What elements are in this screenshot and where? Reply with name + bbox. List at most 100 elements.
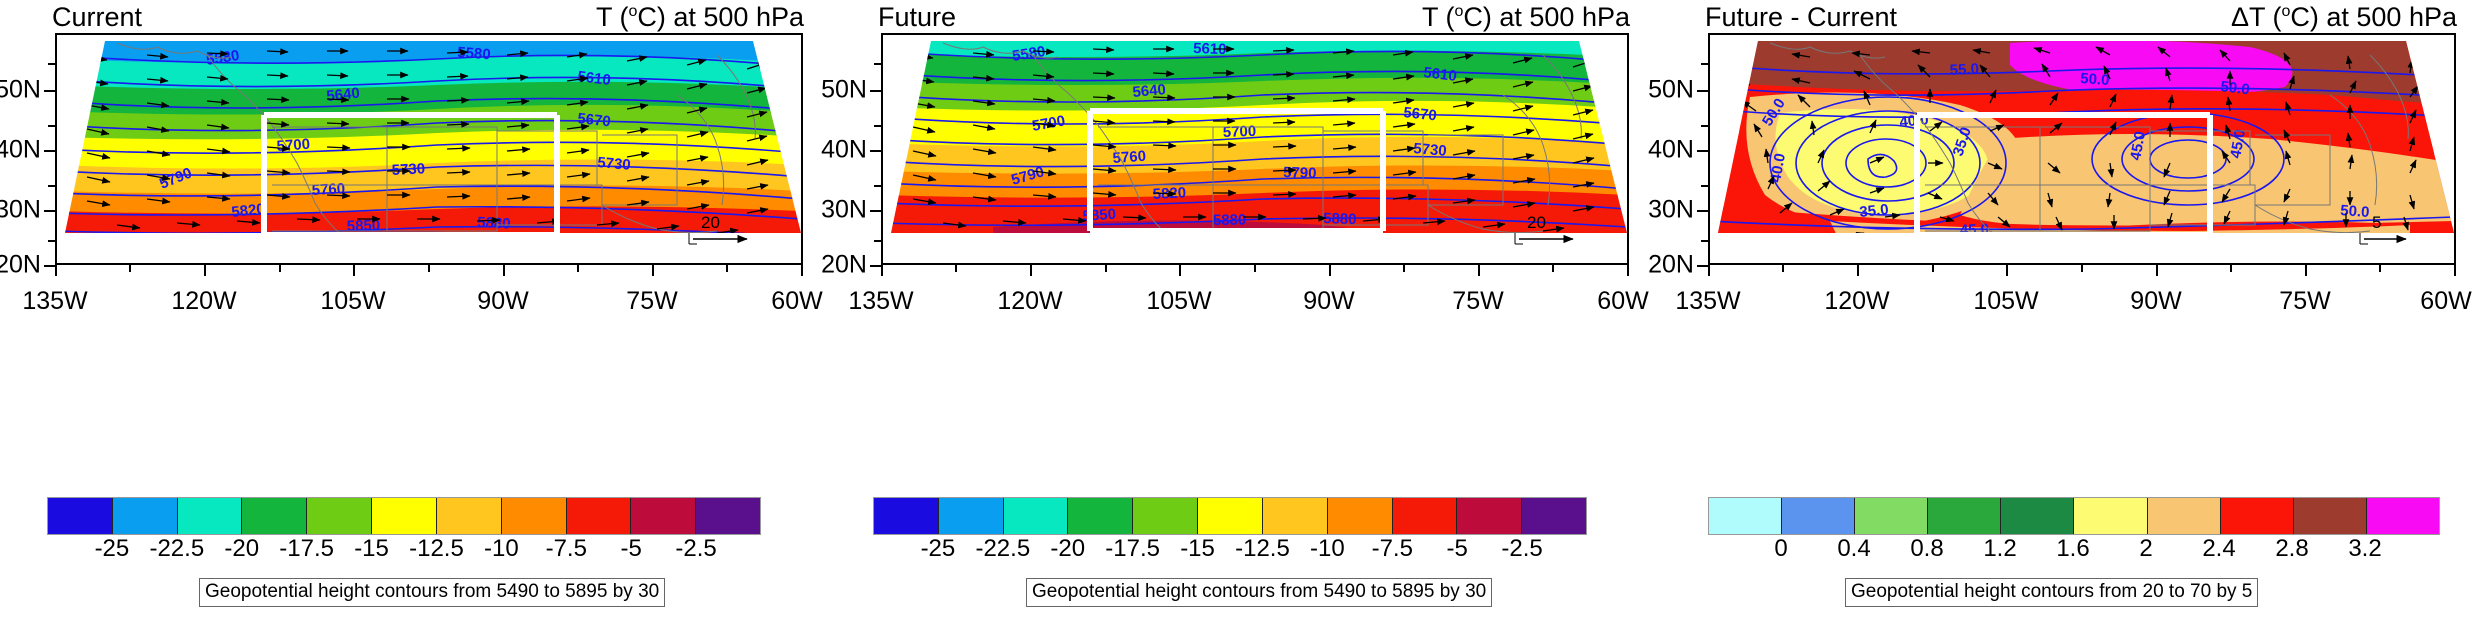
svg-text:5610: 5610	[1193, 40, 1227, 58]
map-plot-area: 5580 5610 5610 5640 5670 5700 5700 5730 …	[881, 33, 1629, 265]
colorbar-tick-label: 1.6	[2056, 535, 2090, 562]
wind-ref-arrow	[688, 233, 748, 245]
svg-text:5700: 5700	[1223, 123, 1257, 141]
x-label-75w: 75W	[2279, 287, 2331, 315]
wind-ref-value: 20	[701, 213, 720, 232]
x-label-120w: 120W	[997, 287, 1063, 315]
panel-future: Future T (oC) at 500 hPa 50N 40N 30N 20N	[821, 0, 1652, 617]
x-label-75w: 75W	[626, 287, 678, 315]
x-label-120w: 120W	[171, 287, 237, 315]
colorbar-swatch	[1262, 498, 1328, 534]
contour-note: Geopotential height contours from 5490 t…	[1026, 578, 1493, 607]
y-label-50n: 50N	[0, 75, 41, 104]
colorbar-swatch	[372, 498, 437, 534]
panel-title-right: T (oC) at 500 hPa	[1421, 2, 1630, 32]
map-svg: 55.0 50.0 50.0 50.0 40.0 40.0 35.0 35.0 …	[1718, 41, 2454, 239]
svg-text:50.0: 50.0	[2340, 202, 2370, 221]
map-svg: 5580 5610 5610 5640 5670 5700 5700 5730 …	[891, 40, 1627, 233]
x-label-120w: 120W	[1824, 287, 1890, 315]
colorbar-swatch	[1782, 498, 1856, 534]
svg-text:5880: 5880	[477, 214, 511, 233]
y-label-20n: 20N	[821, 250, 867, 279]
colorbar-tick-label: -7.5	[545, 535, 587, 562]
wind-ref-arrow	[2359, 233, 2407, 245]
svg-text:5640: 5640	[326, 85, 361, 105]
colorbar-tick-label: -22.5	[149, 535, 205, 562]
colorbar-tick-label: -10	[1310, 535, 1345, 562]
colorbar-tick-label: -15	[354, 535, 389, 562]
y-label-40n: 40N	[821, 135, 867, 164]
contour-note: Geopotential height contours from 20 to …	[1845, 578, 2259, 607]
panel-title-right: T (oC) at 500 hPa	[595, 2, 804, 32]
contour-note: Geopotential height contours from 5490 t…	[199, 578, 666, 607]
colorbar-swatch	[1855, 498, 1929, 534]
svg-text:5730: 5730	[391, 160, 425, 179]
svg-text:5760: 5760	[1112, 148, 1146, 167]
y-label-50n: 50N	[1648, 75, 1694, 104]
svg-text:5880: 5880	[1323, 210, 1357, 228]
x-label-105w: 105W	[1146, 287, 1212, 315]
svg-text:50.0: 50.0	[2080, 70, 2110, 89]
colorbar	[1708, 497, 2440, 535]
colorbar	[47, 497, 761, 535]
colorbar-swatch	[112, 498, 178, 534]
colorbar-swatch	[2147, 498, 2221, 534]
svg-text:5640: 5640	[1132, 81, 1167, 101]
x-label-60w: 60W	[1597, 287, 1649, 315]
x-label-135w: 135W	[1675, 287, 1741, 315]
colorbar-swatch	[1003, 498, 1069, 534]
svg-text:5670: 5670	[1403, 104, 1438, 124]
colorbar-swatch	[307, 498, 373, 534]
panel-difference: Future - Current ΔT (oC) at 500 hPa 50N …	[1648, 0, 2479, 617]
colorbar-tick-label: 2.4	[2202, 535, 2236, 562]
colorbar-swatch	[696, 498, 760, 534]
svg-text:5850: 5850	[347, 217, 381, 235]
svg-text:5730: 5730	[1413, 140, 1448, 160]
svg-text:45.0: 45.0	[1960, 221, 1990, 239]
y-label-20n: 20N	[0, 250, 41, 279]
svg-text:45.0: 45.0	[2127, 130, 2149, 162]
wind-ref-arrow	[1514, 233, 1574, 245]
y-label-20n: 20N	[1648, 250, 1694, 279]
colorbar-swatch	[2220, 498, 2294, 534]
colorbar-ticks: 0 0.4 0.8 1.2 1.6 2 2.4 2.8 3.2	[1708, 535, 2438, 569]
colorbar-swatch	[177, 498, 243, 534]
colorbar-tick-label: -5	[1446, 535, 1468, 562]
colorbar-swatch	[1709, 498, 1783, 534]
colorbar-swatch	[1392, 498, 1458, 534]
map-svg: 5580 5580 5610 5640 5670 5700 5730 5730 …	[65, 41, 801, 235]
colorbar-swatch	[436, 498, 502, 534]
panel-current: Current T (oC) at 500 hPa 50N 40N 30N 20…	[0, 0, 826, 617]
colorbar-swatch	[2001, 498, 2075, 534]
panel-title-left: Future	[878, 2, 957, 32]
colorbar-swatch	[501, 498, 567, 534]
svg-text:5790: 5790	[1283, 164, 1317, 182]
y-label-30n: 30N	[0, 195, 41, 224]
colorbar-tick-label: -20	[224, 535, 260, 562]
x-label-90w: 90W	[477, 287, 529, 315]
colorbar-tick-label: -7.5	[1371, 535, 1413, 562]
colorbar-tick-label: 0.4	[1837, 535, 1871, 562]
y-label-50n: 50N	[821, 75, 867, 104]
svg-text:50.0: 50.0	[2220, 78, 2251, 98]
x-label-90w: 90W	[1303, 287, 1355, 315]
panel-title-left: Future - Current	[1705, 2, 1898, 32]
colorbar-swatch	[48, 498, 113, 534]
colorbar-tick-label: -2.5	[675, 535, 717, 562]
colorbar-swatch	[2366, 498, 2439, 534]
svg-text:35.0: 35.0	[1859, 201, 1890, 221]
colorbar-swatch	[1068, 498, 1134, 534]
colorbar-tick-label: -5	[620, 535, 642, 562]
x-axis: 135W 120W 105W 90W 75W 60W	[1675, 265, 2472, 325]
colorbar-tick-label: 3.2	[2348, 535, 2382, 562]
svg-text:5580: 5580	[457, 44, 491, 63]
svg-text:5880: 5880	[1213, 211, 1247, 229]
colorbar-tick-label: -17.5	[1105, 535, 1160, 562]
colorbar-tick-label: 2	[2139, 535, 2153, 562]
svg-text:5820: 5820	[231, 201, 266, 221]
colorbar-tick-label: 0.8	[1910, 535, 1944, 562]
x-axis: 135W 120W 105W 90W 75W 60W	[22, 265, 823, 325]
panel-title-right: ΔT (oC) at 500 hPa	[2230, 2, 2457, 32]
x-label-135w: 135W	[22, 287, 88, 315]
